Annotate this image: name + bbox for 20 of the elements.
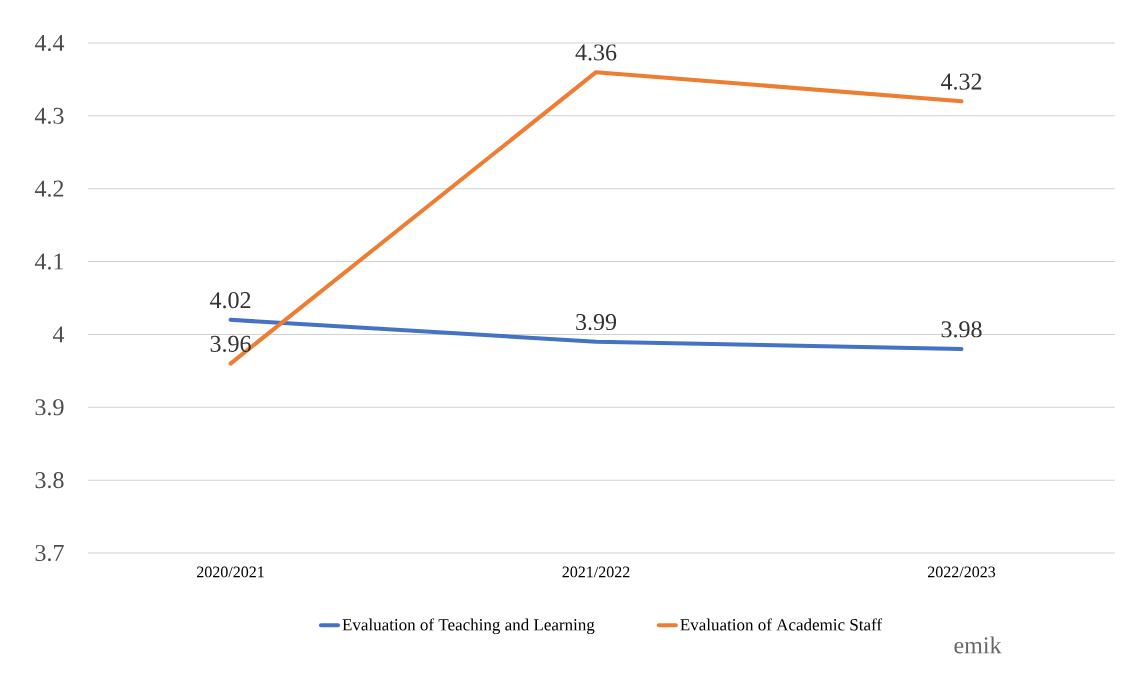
x-tick-label: 2020/2021 bbox=[197, 566, 264, 578]
data-label: 3.96 bbox=[210, 335, 251, 353]
legend-label: Evaluation of Academic Staff bbox=[680, 618, 883, 631]
x-tick-label: 2021/2022 bbox=[562, 566, 630, 578]
y-tick-label: 4.4 bbox=[34, 34, 65, 52]
y-tick-label: 3.7 bbox=[35, 544, 64, 562]
data-label: 3.99 bbox=[576, 313, 617, 331]
y-tick-label: 3.8 bbox=[35, 471, 64, 489]
y-tick-label: 4.2 bbox=[34, 180, 64, 197]
y-tick-label: 4 bbox=[52, 326, 65, 343]
y-tick-label: 4.3 bbox=[34, 107, 64, 124]
data-label: 3.98 bbox=[941, 321, 982, 338]
y-tick-label: 3.9 bbox=[35, 399, 64, 416]
x-tick-label: 2022/2023 bbox=[927, 566, 996, 578]
text: emik bbox=[954, 636, 1002, 654]
y-tick-label: 4.1 bbox=[34, 253, 64, 270]
legend-label: Evaluation of Teaching and Learning bbox=[342, 618, 595, 635]
data-label: 4.32 bbox=[940, 73, 982, 90]
data-label: 4.02 bbox=[210, 292, 251, 309]
data-label: 4.36 bbox=[575, 44, 617, 61]
